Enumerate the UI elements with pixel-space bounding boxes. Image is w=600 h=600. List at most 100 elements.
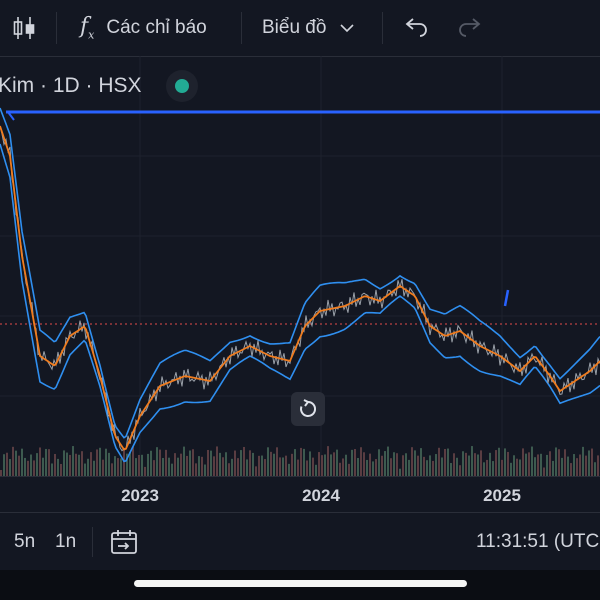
volume-bar [369,453,371,476]
range-5y-button[interactable]: 5n [14,531,36,552]
volume-bar [159,449,161,476]
volume-bar [117,458,119,476]
volume-bar [558,449,560,476]
volume-bar [66,452,68,476]
volume-bar [435,454,437,476]
volume-bar [186,455,188,476]
volume-bar [393,452,395,476]
volume-bar [75,453,77,476]
volume-bar [198,456,200,476]
volume-bar [525,453,527,476]
volume-bar [510,462,512,476]
volume-bar [168,457,170,476]
volume-bar [336,449,338,476]
volume-bar [408,459,410,476]
volume-bar [183,446,185,476]
volume-bar [594,462,596,476]
volume-bar [240,450,242,476]
volume-bar [72,446,74,476]
volume-bar [270,451,272,476]
volume-bar [522,448,524,476]
reset-chart-button[interactable] [291,392,325,426]
volume-bar [588,450,590,476]
volume-bar [342,458,344,476]
volume-bar [339,462,341,476]
volume-bar [438,447,440,476]
chart-type-button[interactable]: Biểu đồ [262,0,355,56]
volume-bar [384,451,386,476]
chevron-down-icon [340,24,355,33]
volume-bar [480,450,482,476]
volume-bar [213,456,215,476]
volume-bar [417,455,419,476]
volume-bar [30,454,32,476]
volume-bar [3,454,5,476]
volume-bar [63,450,65,476]
market-status-indicator[interactable] [166,70,198,102]
volume-bar [210,450,212,476]
lower-band [0,143,600,463]
volume-bar [171,463,173,476]
volume-bar [597,455,599,476]
volume-bar [87,458,89,476]
volume-bar [426,460,428,476]
volume-bar [27,460,29,476]
undo-icon[interactable] [404,0,428,56]
volume-bar [237,458,239,476]
volume-bar [192,449,194,476]
volume-bar [474,453,476,476]
candles-icon[interactable] [12,0,36,56]
volume-bar [411,447,413,476]
volume-bar [51,463,53,476]
volume-bar [102,459,104,476]
fx-icon: fx [80,14,95,42]
moving-average [0,125,600,451]
volume-bar [207,449,209,476]
volume-bar [285,455,287,476]
volume-bar [450,463,452,476]
volume-bar [303,448,305,476]
volume-bar [456,457,458,476]
volume-bar [300,447,302,476]
volume-bar [576,458,578,476]
x-axis[interactable]: 2023 2024 2025 [0,476,600,513]
volume-bar [147,453,149,476]
volume-bar [567,456,569,476]
indicators-button[interactable]: fx Các chỉ báo [80,0,207,56]
clock-display[interactable]: 11:31:51 (UTC [476,531,600,552]
volume-bar [573,454,575,476]
volume-bar [177,457,179,476]
reset-icon [300,399,317,417]
indicators-label: Các chỉ báo [106,17,207,38]
symbol-label[interactable]: Kim · 1D · HSX [0,74,142,97]
date-range-icon[interactable] [110,513,138,571]
volume-bar [252,452,254,476]
volume-bar [180,453,182,476]
volume-bar [267,447,269,476]
volume-bar [321,455,323,476]
volume-bar [495,450,497,476]
volume-bar [135,458,137,476]
volume-bar [261,455,263,476]
volume-bar [144,466,146,476]
volume-bar [204,464,206,476]
volume-bar [279,457,281,476]
redo-icon[interactable] [458,0,482,56]
volume-bar [390,458,392,476]
volume-bar [375,459,377,476]
volume-bar [372,461,374,476]
volume-bar [246,459,248,476]
volume-bar [273,453,275,476]
volume-bar [324,454,326,476]
volume-bar [6,452,8,476]
bottom-toolbar: 5n 1n 11:31:51 (UTC [0,512,600,571]
volume-bar [315,464,317,476]
volume-bar [570,463,572,476]
volume-bar [378,449,380,476]
volume-bar [57,458,59,476]
range-1y-button[interactable]: 1n [55,531,77,552]
volume-bar [552,460,554,476]
volume-bar [141,454,143,476]
volume-bar [462,451,464,476]
volume-bar [351,449,353,476]
